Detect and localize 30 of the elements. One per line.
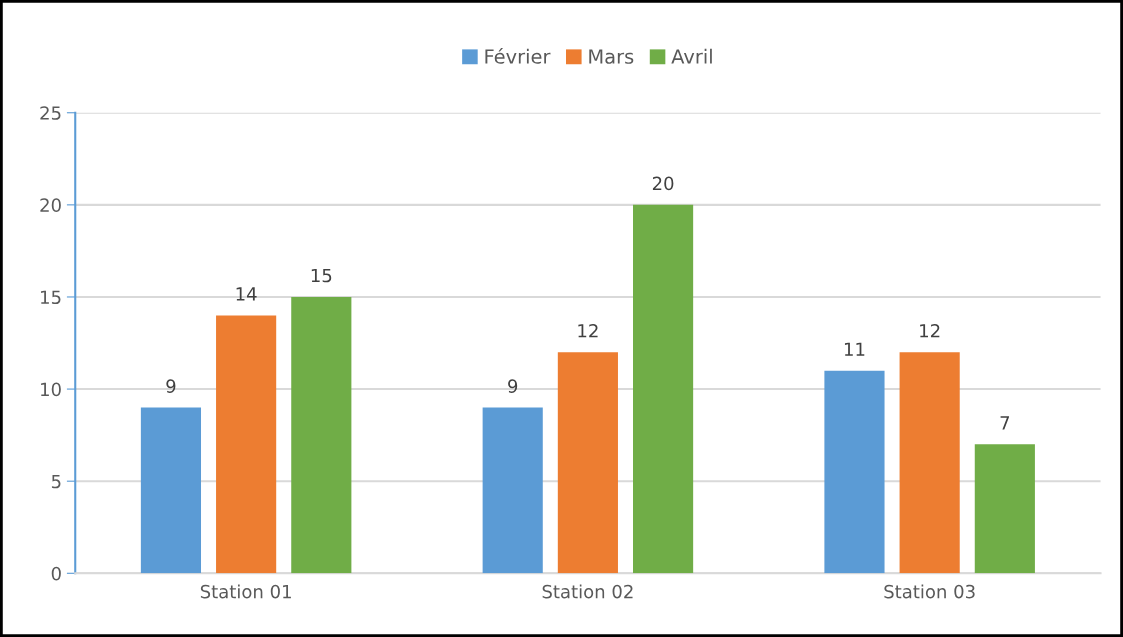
- bar: [633, 204, 694, 574]
- y-tick-label: 25: [40, 106, 61, 120]
- legend-label: Février: [485, 48, 551, 64]
- y-tick-label: 20: [40, 198, 61, 212]
- data-label: 12: [920, 323, 940, 338]
- bar: [482, 407, 543, 574]
- bar: [974, 444, 1035, 574]
- bar: [291, 296, 352, 574]
- legend-label: Mars: [589, 49, 634, 64]
- y-tick-label: 15: [41, 290, 61, 305]
- data-label: 11: [844, 342, 865, 356]
- x-tick-label: Station 03: [884, 584, 975, 599]
- x-tick-label: Station 01: [200, 584, 291, 599]
- data-label: 9: [508, 379, 518, 393]
- bar: [899, 352, 960, 574]
- x-tick-label: Station 02: [542, 584, 633, 599]
- y-tick-label: 5: [51, 474, 61, 489]
- bar: [140, 407, 202, 574]
- bar: [216, 315, 277, 574]
- bar: [557, 352, 618, 574]
- y-tick-label: 10: [41, 382, 61, 397]
- data-label: 15: [311, 268, 332, 283]
- y-tick-label: 0: [51, 566, 61, 581]
- data-label: 9: [166, 379, 176, 393]
- legend-label: Avril: [671, 48, 712, 64]
- data-label: 20: [652, 176, 674, 191]
- data-label: 12: [578, 323, 598, 338]
- data-label: 14: [236, 287, 257, 301]
- bar: [824, 370, 885, 574]
- data-label: 7: [1000, 416, 1010, 430]
